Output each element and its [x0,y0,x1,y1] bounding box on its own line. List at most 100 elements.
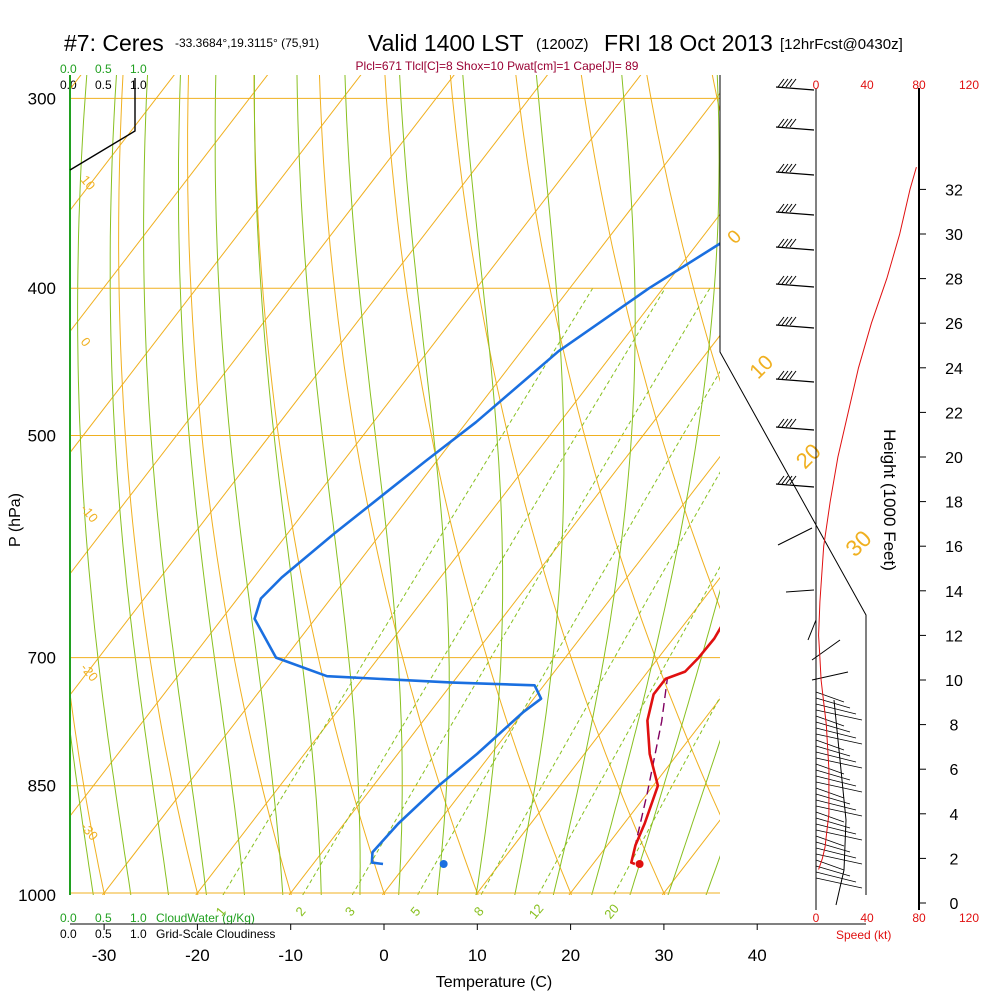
isotherm-line [70,75,362,454]
wind-barb-feather [789,316,797,326]
height-tick-label: 16 [945,539,963,556]
height-axis-title: Height (1000 Feet) [880,429,899,571]
wind-barb-feather [789,238,797,248]
forecast-date: FRI 18 Oct 2013 [604,30,773,56]
wind-barb [815,877,863,889]
wind-barb [815,859,845,871]
height-tick-label: 0 [950,896,959,913]
height-tick-label: 30 [945,227,963,244]
temperature-tick-label: 0 [379,946,388,965]
wind-barb-feather [785,203,793,213]
wind-barb [775,426,815,431]
wind-barb [815,721,851,733]
mixing-ratio-line [351,287,711,895]
wind-barb-feather [789,118,797,128]
wind-barb-feather [785,118,793,128]
wind-barb [815,733,863,745]
moist-adiabat-line [253,75,322,895]
mixing-ratio-line [537,565,720,895]
wind-barb [815,829,863,841]
wind-speed-tick: 120 [959,78,979,92]
isotherm-line [195,213,720,895]
moist-adiabat-line [344,75,403,895]
cloudiness-axis-label: Grid-Scale Cloudiness [156,927,275,941]
wind-barb [815,763,845,775]
cloudwater-tick: 0.0 [60,911,77,925]
wind-barb-feather [777,418,785,428]
surface-temperature-marker [635,859,644,868]
moist-adiabat-line [178,75,245,895]
height-tick-label: 28 [945,272,963,289]
mixing-ratio-label: 8 [471,904,487,919]
moist-adiabat-line [514,75,565,895]
wind-speed-tick: 80 [912,78,926,92]
wind-barb [815,793,851,805]
cloudiness-tick: 0.5 [95,78,112,92]
height-tick-label: 12 [945,628,963,645]
isotherm-line [475,576,720,895]
height-tick-label: 8 [950,718,959,735]
height-tick-label: 6 [950,762,959,779]
pressure-tick-label: 500 [28,427,56,446]
wind-speed-axis-title: Speed (kt) [836,928,891,942]
mixing-ratio-line [222,287,594,895]
moist-adiabat-line [591,75,720,895]
wind-barb [815,817,851,829]
moist-adiabat-label: 0 [724,226,746,248]
isotherm-line [70,75,269,333]
wind-barb [815,865,851,877]
mixing-ratio-label: 5 [407,904,423,919]
wind-barb-feather [777,78,785,88]
mixing-ratio-line [613,696,720,895]
moist-adiabat-line [462,75,504,895]
wind-barb-feather [789,78,797,88]
wind-barb [815,823,857,835]
wind-barb-feather [789,370,797,380]
wind-barb [815,727,857,739]
wind-barb [815,805,863,817]
cloudiness-tick: 1.0 [130,78,147,92]
temperature-tick-label: 40 [748,946,767,965]
moist-adiabat-line [77,75,132,895]
wind-barb-feather [777,370,785,380]
wind-speed-profile-line [818,166,917,870]
wind-barb-feather [781,475,789,485]
surface-dewpoint-marker [439,859,448,868]
dry-adiabat-line [70,689,106,895]
forecast-info: [12hrFcst@0430z] [780,36,903,53]
wind-barb-feather [785,418,793,428]
wind-barb [815,775,857,787]
wind-speed-tick: 0 [813,911,820,925]
wind-speed-tick: 40 [860,911,874,925]
wind-barb-feather [781,275,789,285]
wind-barb [815,847,857,859]
wind-barb [815,769,851,781]
dry-adiabat-line [253,75,386,895]
pressure-tick-label: 400 [28,279,56,298]
moist-adiabat-label: 20 [791,439,826,474]
wind-speed-tick: 40 [860,78,874,92]
cloud-axis-top: 0.0 0.5 1.0 0.0 0.5 1.0 [60,62,147,92]
wind-barb [775,283,815,288]
dry-adiabat-line [384,75,573,895]
mixing-ratio-label: 2 [292,904,308,919]
wind-barb-feather [789,163,797,173]
x-axis-title: Temperature (C) [436,974,552,991]
cloudwater-tick: 0.5 [95,911,112,925]
wind-barb [815,697,851,709]
cloudiness-tick: 1.0 [130,927,147,941]
pressure-tick-label: 300 [28,89,56,108]
wind-barb-feather [777,118,785,128]
wind-barb-feather [781,163,789,173]
wind-barb-feather [785,78,793,88]
dry-adiabat-line [646,75,720,383]
height-tick-label: 22 [945,405,963,422]
wind-barb [775,324,815,329]
dry-adiabat-label: -10 [78,501,102,525]
isotherm-line [288,334,720,895]
height-tick-label: 10 [945,673,963,690]
y-axis-title: P (hPa) [7,493,24,547]
wind-barb-feather [781,203,789,213]
